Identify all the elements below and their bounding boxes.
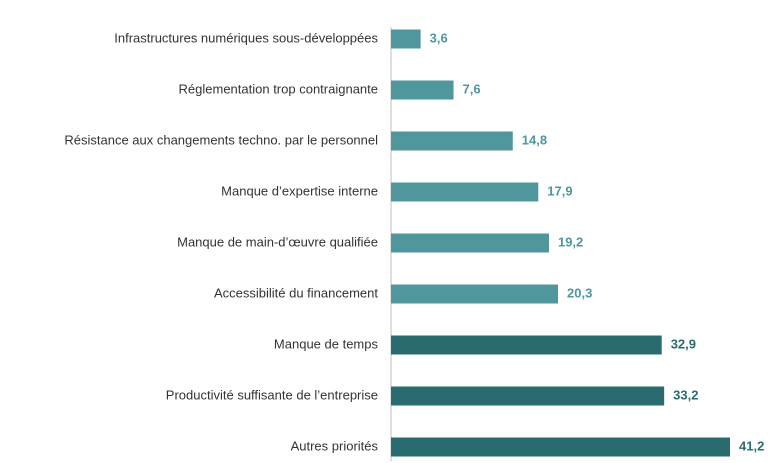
data-label: 3,6	[430, 30, 448, 45]
data-label: 17,9	[547, 183, 572, 198]
data-label: 32,9	[671, 336, 696, 351]
category-label: Productivité suffisante de l’entreprise	[166, 387, 378, 402]
bar	[391, 335, 662, 355]
category-label: Manque d’expertise interne	[221, 183, 378, 198]
bar	[391, 386, 665, 406]
category-label: Réglementation trop contraignante	[179, 81, 378, 96]
bar	[391, 182, 539, 202]
category-label: Infrastructures numériques sous-développ…	[114, 30, 378, 45]
bar	[391, 29, 421, 49]
data-label: 19,2	[558, 234, 583, 249]
category-label: Résistance aux changements techno. par l…	[64, 132, 378, 147]
category-label: Manque de main-d’œuvre qualifiée	[177, 234, 378, 249]
bar	[391, 131, 513, 151]
bar	[391, 437, 730, 457]
bar	[391, 80, 454, 100]
data-label: 20,3	[567, 285, 592, 300]
data-label: 14,8	[522, 132, 547, 147]
category-label: Accessibilité du financement	[214, 285, 378, 300]
bar	[391, 284, 559, 304]
data-label: 7,6	[463, 81, 481, 96]
data-label: 41,2	[739, 438, 764, 453]
category-label: Manque de temps	[274, 336, 379, 351]
data-label: 33,2	[673, 387, 698, 402]
category-label: Autres priorités	[291, 438, 379, 453]
bar	[391, 233, 549, 253]
